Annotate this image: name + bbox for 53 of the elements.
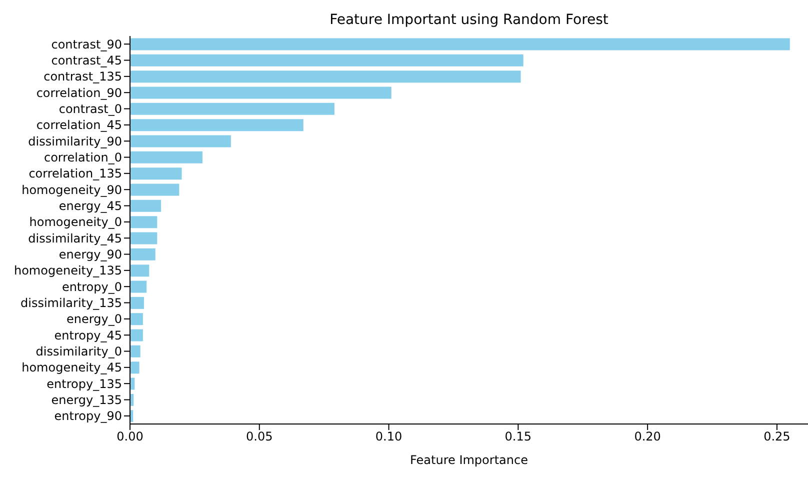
bar (130, 184, 180, 196)
bar (130, 345, 140, 358)
bar (130, 119, 304, 132)
bar (130, 280, 147, 293)
y-tick-label: entropy_135 (46, 376, 122, 391)
bar (130, 296, 144, 309)
x-tick-label: 0.15 (504, 430, 532, 444)
bar (130, 86, 392, 99)
bar (130, 264, 150, 277)
bar (130, 216, 158, 228)
bar (130, 329, 143, 342)
y-tick-label: entropy_90 (54, 409, 122, 424)
y-tick-label: entropy_45 (54, 328, 122, 342)
bar (130, 135, 231, 148)
bar (130, 70, 521, 83)
y-tick-label: contrast_90 (51, 37, 122, 52)
bar (130, 200, 162, 212)
y-tick-label: contrast_45 (51, 54, 122, 68)
y-tick-label: energy_90 (58, 248, 122, 262)
y-tick-label: dissimilarity_45 (28, 231, 122, 246)
bar (130, 248, 156, 260)
x-axis-title: Feature Importance (410, 453, 528, 467)
chart-title: Feature Important using Random Forest (328, 12, 610, 28)
y-tick-label: contrast_135 (44, 70, 122, 84)
y-tick-label: dissimilarity_135 (20, 296, 122, 310)
y-tick-label: homogeneity_0 (29, 215, 122, 230)
bar (130, 313, 143, 326)
y-tick-label: contrast_0 (58, 102, 122, 116)
bar (130, 168, 182, 180)
x-tick-label: 0.20 (634, 430, 661, 444)
bar (130, 362, 140, 374)
y-tick-label: correlation_45 (36, 118, 122, 132)
x-tick-label: 0.25 (764, 430, 790, 444)
y-tick-label: energy_135 (51, 393, 122, 408)
y-tick-label: dissimilarity_0 (36, 344, 122, 359)
y-tick-label: homogeneity_45 (22, 360, 122, 375)
bar (130, 151, 202, 164)
y-tick-label: homogeneity_90 (22, 182, 122, 197)
y-tick-label: energy_45 (58, 199, 122, 214)
x-tick-label: 0.10 (375, 430, 402, 444)
y-tick-label: energy_0 (66, 312, 122, 326)
bar (130, 54, 524, 66)
y-tick-label: entropy_0 (62, 280, 122, 294)
y-tick-label: correlation_90 (36, 86, 122, 100)
x-tick-label: 0.05 (246, 430, 273, 444)
x-tick-label: 0.00 (116, 430, 144, 444)
bar (130, 232, 158, 244)
bar (130, 102, 334, 115)
y-tick-label: correlation_135 (28, 166, 122, 181)
y-tick-label: dissimilarity_90 (28, 134, 122, 148)
y-tick-label: homogeneity_135 (14, 264, 122, 278)
bar (130, 38, 790, 50)
y-tick-label: correlation_0 (44, 150, 122, 165)
